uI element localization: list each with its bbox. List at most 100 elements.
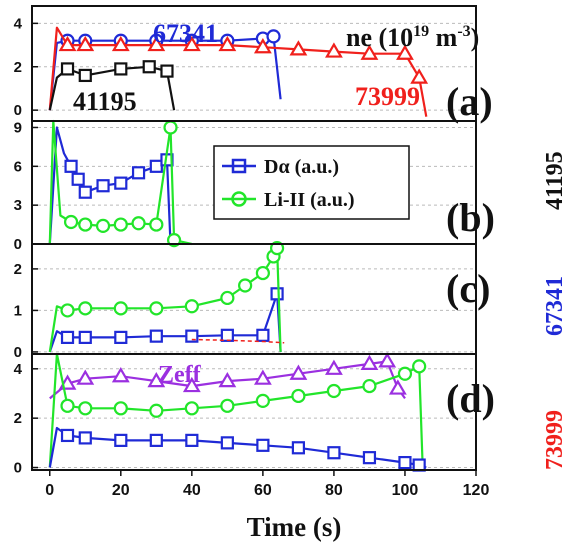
marker-triangle [396,44,414,60]
legend-box [213,145,410,220]
marker-circle [63,214,79,230]
x-tick-label: 80 [325,482,343,499]
marker-square [256,438,270,452]
marker-square [220,328,234,342]
y-tick-label: 4 [14,15,23,32]
marker-triangle [289,364,308,380]
marker-square [327,446,341,460]
marker-square [78,185,92,199]
marker-triangle [182,35,201,52]
x-axis-label: Time (s) [247,512,342,542]
marker-square [60,428,75,443]
marker-triangle [360,44,379,60]
panel-label-a: (a) [446,79,493,124]
ne-unit-label: ne (1019 m-3) [346,23,479,52]
side-label-67341: 67341 [542,276,568,336]
marker-circle [163,120,178,135]
marker-circle [255,393,270,408]
marker-circle [291,388,306,404]
marker-circle [113,301,128,316]
marker-circle [184,299,199,314]
marker-triangle [76,369,95,385]
y-tick-label: 2 [14,261,22,278]
marker-square [78,431,92,445]
marker-circle [266,29,281,44]
marker-triangle [147,35,166,52]
side-label-73999: 73999 [542,410,568,470]
marker-triangle [388,379,407,395]
marker-square [60,62,75,76]
marker-square [64,159,78,173]
panel-frame [31,353,477,471]
legend-text-li-ii: Li-II (a.u.) [264,189,355,211]
panel-2: 0 1 2 [14,241,477,361]
legend-marker-li-ii [231,191,247,207]
marker-circle [184,401,199,416]
marker-square [185,433,199,447]
marker-circle [95,218,111,233]
marker-circle [269,241,285,256]
marker-circle [78,401,93,416]
y-tick-label: 2 [14,59,22,76]
marker-square [185,329,199,343]
y-tick-label: 3 [14,197,22,214]
marker-triangle [218,371,237,388]
marker-circle [149,301,164,316]
y-tick-label: 4 [14,361,23,378]
marker-square [362,451,377,465]
marker-circle [113,217,128,232]
panel-label-d: (d) [446,376,495,421]
marker-circle [149,217,164,232]
marker-triangle [253,38,272,54]
marker-triangle [111,35,130,52]
marker-square [160,64,174,78]
y-tick-label: 0 [14,344,22,361]
legend-marker-dalpha [231,158,247,174]
marker-square [149,159,163,173]
marker-circle [78,217,93,232]
marker-triangle [76,35,95,52]
label-73999: 73999 [355,82,420,111]
marker-square [412,458,426,472]
marker-circle [60,303,75,318]
marker-circle [220,290,235,306]
marker-square [149,433,163,447]
x-tick-label: 0 [45,482,54,499]
marker-square [71,172,85,186]
series-line-ne [191,338,285,344]
marker-circle [238,278,253,293]
marker-triangle [147,371,166,388]
marker-square [60,330,75,344]
marker-triangle [360,354,379,370]
marker-triangle [289,40,308,56]
marker-triangle [253,369,272,385]
series-line-liiiau [48,119,193,246]
marker-square [142,60,156,74]
x-tick-label: 60 [254,482,272,499]
y-tick-label: 0 [14,460,22,477]
marker-square [398,455,412,470]
y-tick-label: 9 [14,119,22,136]
marker-circle [78,301,93,316]
legend: Dα (a.u.) Li-II (a.u.) [213,145,410,220]
x-axis: 0 20 40 60 80 100 120 [45,470,489,499]
marker-circle [220,398,235,413]
marker-triangle [325,42,343,58]
zeff-label: Zeff [158,362,202,388]
x-tick-label: 40 [183,482,201,499]
y-tick-label: 0 [14,236,22,253]
marker-square [291,441,305,455]
marker-circle [60,398,75,413]
marker-square [78,68,92,83]
marker-triangle [378,352,397,368]
marker-triangle [182,376,201,393]
panel-0: 0 2 4 [14,5,477,122]
marker-circle [131,216,146,231]
y-tick-label: 1 [14,302,22,319]
label-67341: 67341 [153,19,218,48]
side-label-41195: 41195 [542,151,568,210]
label-41195: 41195 [73,87,137,116]
marker-triangle [325,359,343,375]
